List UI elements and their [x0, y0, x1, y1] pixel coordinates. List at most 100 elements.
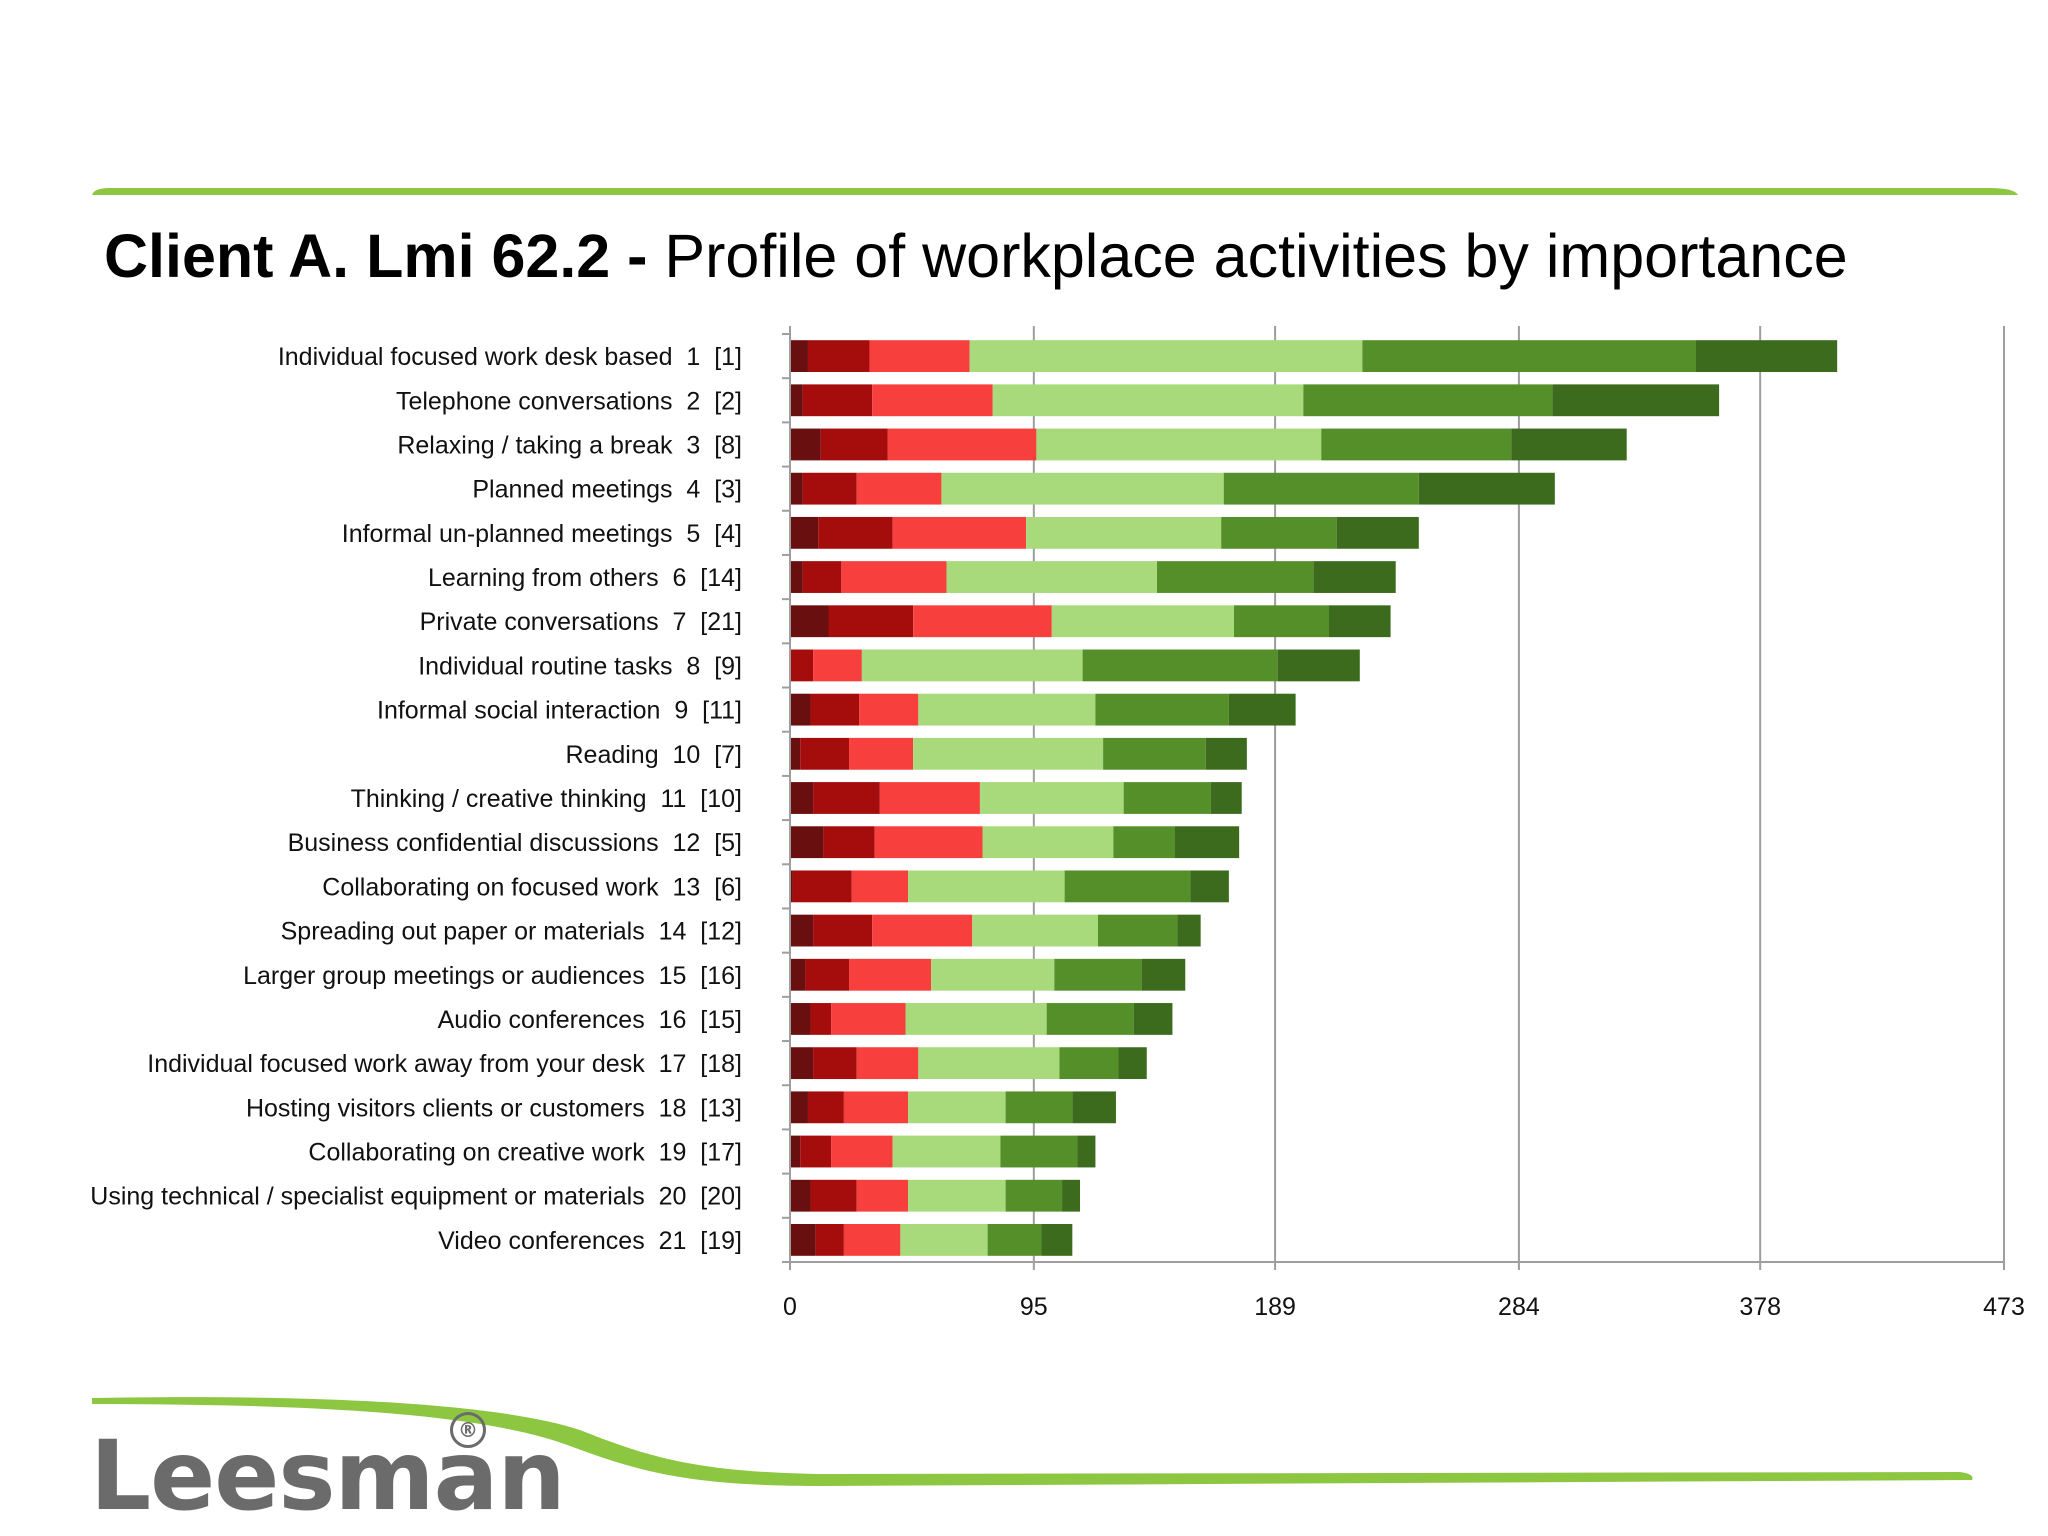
bar-segment	[1059, 1047, 1119, 1080]
bar-segment	[1190, 870, 1229, 903]
category-label: Individual focused work desk based 1 [1]	[278, 343, 742, 371]
x-tick-label: 0	[783, 1293, 797, 1321]
bar-segment	[1026, 516, 1222, 549]
bar-segment	[843, 1223, 901, 1256]
stacked-bar-chart: Individual focused work desk based 1 [1]…	[90, 326, 2025, 1321]
bar-segment	[1054, 958, 1142, 991]
bar-segment	[987, 1223, 1042, 1256]
bar-segment	[1418, 472, 1555, 505]
bar-segment	[1036, 428, 1322, 461]
bar-segment	[913, 737, 1104, 770]
bar-segment	[972, 914, 1098, 947]
bar-segment	[790, 516, 819, 549]
bar-segment	[790, 1179, 811, 1212]
bar-segment	[1223, 472, 1419, 505]
category-label: Planned meetings 4 [3]	[472, 476, 742, 504]
bar-segment	[879, 782, 980, 814]
bar-segment	[823, 826, 875, 859]
bar-segment	[790, 693, 811, 726]
bar-segment	[805, 958, 850, 991]
bar-segment	[892, 1135, 1001, 1168]
x-tick-label: 189	[1254, 1293, 1296, 1321]
bar-segment	[831, 1003, 906, 1035]
bar-segment	[1133, 1003, 1173, 1035]
category-label: Larger group meetings or audiences 15 [1…	[243, 962, 742, 990]
leesman-logo: Leesman	[90, 1420, 566, 1532]
bar-segment	[1336, 516, 1419, 549]
bar-segment	[908, 1091, 1006, 1124]
footer-swoosh	[92, 1397, 1973, 1486]
title-bold: Client A. Lmi 62.2 -	[104, 222, 648, 290]
bar-segment	[1552, 384, 1720, 417]
x-tick-labels: 0 95 189 284 378 473	[783, 1293, 2025, 1321]
bar-segment	[818, 516, 893, 549]
bar-segment	[790, 737, 801, 770]
bar-segment	[1005, 1091, 1073, 1124]
bar-segment	[1046, 1003, 1134, 1035]
bar-segment	[1328, 605, 1391, 638]
bar-segment	[1000, 1135, 1078, 1168]
bar-segment	[813, 914, 873, 947]
bar-segment	[1123, 782, 1211, 814]
bar-segment	[1103, 737, 1206, 770]
category-label: Informal un-planned meetings 5 [4]	[342, 520, 742, 548]
bar-segment	[1303, 384, 1553, 417]
bar-segment	[802, 472, 857, 505]
bar-segment	[790, 782, 814, 814]
bar-segment	[869, 340, 970, 373]
bar-segment	[1205, 737, 1247, 770]
x-tick-label: 378	[1739, 1293, 1781, 1321]
bar-segment	[813, 1047, 857, 1080]
bar-segment	[813, 782, 880, 814]
bar-segment	[790, 340, 808, 373]
bar-segment	[810, 693, 860, 726]
bar-segment	[1118, 1047, 1147, 1080]
bar-segment	[856, 472, 942, 505]
axes	[782, 326, 2005, 1270]
bar-segment	[892, 516, 1027, 549]
bar-segment	[1177, 914, 1201, 947]
bar-segment	[790, 384, 803, 417]
bar-segment	[874, 826, 983, 859]
bar-segment	[1082, 649, 1278, 682]
bar-segment	[807, 340, 870, 373]
bar-segment	[918, 693, 1096, 726]
bar-segment	[1141, 958, 1186, 991]
category-label: Hosting visitors clients or customers 18…	[246, 1094, 742, 1122]
category-label: Learning from others 6 [14]	[428, 564, 742, 592]
bar-segment	[790, 914, 814, 947]
category-label: Individual focused work away from your d…	[147, 1050, 742, 1078]
category-label: Collaborating on focused work 13 [6]	[322, 873, 742, 901]
bar-segment	[1095, 693, 1229, 726]
registered-mark: ®	[450, 1412, 486, 1448]
bar-segment	[1321, 428, 1512, 461]
bar-segment	[905, 1003, 1047, 1035]
bar-segment	[913, 605, 1052, 638]
bar-segment	[828, 605, 914, 638]
bar-segment	[800, 737, 850, 770]
bar-segment	[843, 1091, 909, 1124]
bar-segment	[841, 561, 947, 593]
bar-segment	[1005, 1179, 1063, 1212]
bar-segment	[859, 693, 919, 726]
bar-segment	[1234, 605, 1329, 638]
category-label: Spreading out paper or materials 14 [12]	[281, 918, 742, 946]
bar-segment	[1064, 870, 1191, 903]
bar-segment	[872, 914, 973, 947]
category-label: Reading 10 [7]	[565, 741, 742, 769]
category-label: Relaxing / taking a break 3 [8]	[397, 431, 742, 459]
bar-segment	[1041, 1223, 1073, 1256]
bar-segment	[849, 958, 932, 991]
category-label: Private conversations 7 [21]	[420, 608, 742, 636]
bar-segment	[982, 826, 1114, 859]
bar-segment	[1077, 1135, 1096, 1168]
bar-segment	[790, 1003, 811, 1035]
top-accent-line	[92, 188, 2018, 195]
bar-segment	[908, 1179, 1006, 1212]
bar-segment	[1696, 340, 1838, 373]
category-label: Audio conferences 16 [15]	[438, 1006, 742, 1034]
category-label: Video conferences 21 [19]	[438, 1227, 742, 1255]
category-label: Informal social interaction 9 [11]	[377, 697, 742, 725]
category-label: Collaborating on creative work 19 [17]	[308, 1139, 742, 1167]
bar-segment	[872, 384, 993, 417]
